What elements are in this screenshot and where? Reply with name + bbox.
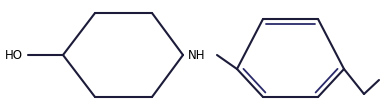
Text: HO: HO: [5, 49, 23, 61]
Text: NH: NH: [188, 49, 205, 61]
